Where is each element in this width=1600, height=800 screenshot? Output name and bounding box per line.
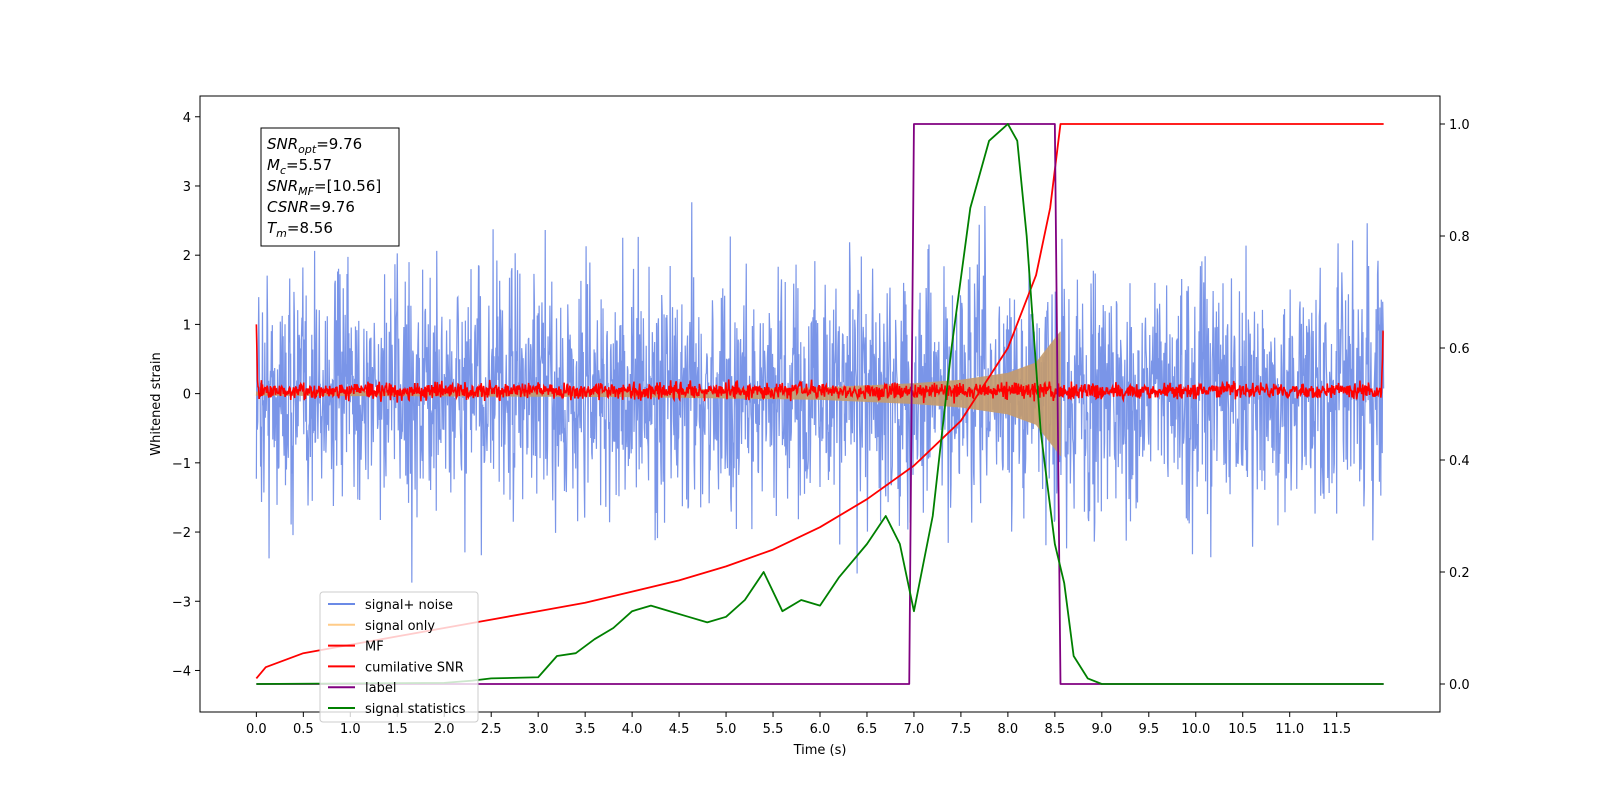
y-axis-left: 4 3 2 1 0 −1 −2 −3 −4 — [172, 111, 200, 679]
x-tick-label: 11.5 — [1322, 722, 1351, 737]
x-axis-label: Time (s) — [793, 743, 847, 758]
legend-entry-label: cumilative SNR — [365, 660, 464, 675]
y-tick-label: −3 — [172, 595, 191, 610]
x-tick-label: 3.0 — [528, 722, 549, 737]
x-tick-label: 6.0 — [810, 722, 831, 737]
x-tick-label: 10.5 — [1228, 722, 1257, 737]
y-right-tick-label: 0.6 — [1449, 342, 1470, 357]
x-tick-label: 1.0 — [340, 722, 361, 737]
y-tick-label: 4 — [183, 111, 191, 126]
info-box-line: Mc=5.57 — [267, 156, 332, 177]
legend-entry-label: label — [365, 681, 396, 696]
legend-entry-label: signal+ noise — [365, 598, 453, 613]
legend-entry-label: MF — [365, 640, 384, 655]
x-tick-label: 9.5 — [1138, 722, 1159, 737]
x-tick-label: 2.0 — [434, 722, 455, 737]
y-right-tick-label: 0.2 — [1449, 566, 1470, 581]
x-tick-label: 8.0 — [998, 722, 1019, 737]
x-tick-label: 11.0 — [1275, 722, 1304, 737]
series-signal-statistics-line — [256, 123, 1384, 685]
y-tick-label: −4 — [172, 664, 191, 679]
x-tick-label: 3.5 — [575, 722, 596, 737]
x-tick-label: 4.0 — [622, 722, 643, 737]
info-box-line: CSNR=9.76 — [267, 198, 355, 216]
x-tick-label: 4.5 — [669, 722, 690, 737]
info-box-line: SNRopt=9.76 — [267, 135, 362, 156]
x-tick-label: 8.5 — [1045, 722, 1066, 737]
y-right-tick-label: 1.0 — [1449, 118, 1470, 133]
x-tick-label: 0.0 — [246, 722, 267, 737]
y-tick-label: −2 — [172, 526, 191, 541]
x-tick-label: 9.0 — [1091, 722, 1112, 737]
x-tick-label: 1.5 — [387, 722, 408, 737]
y-tick-label: 2 — [183, 249, 191, 264]
y-right-tick-label: 0.4 — [1449, 454, 1470, 469]
legend: signal+ noise signal only MF cumilative SNR… — [319, 591, 479, 723]
x-tick-label: 5.0 — [716, 722, 737, 737]
x-tick-label: 5.5 — [763, 722, 784, 737]
y-right-tick-label: 0.0 — [1449, 678, 1470, 693]
x-tick-label: 10.0 — [1181, 722, 1210, 737]
legend-frame — [319, 591, 479, 723]
info-box: SNRopt=9.76Mc=5.57SNRMF=[10.56]CSNR=9.76… — [260, 127, 400, 247]
legend-entry-label: signal statistics — [365, 702, 466, 717]
info-box-frame — [260, 127, 400, 247]
y-axis-label: Whitened strain — [149, 352, 164, 455]
y-axis-right: 1.0 0.8 0.6 0.4 0.2 0.0 — [1440, 118, 1470, 693]
y-tick-label: 1 — [183, 318, 191, 333]
y-tick-label: 0 — [183, 388, 191, 403]
y-tick-label: −1 — [172, 457, 191, 472]
info-box-line: SNRMF=[10.56] — [267, 177, 381, 198]
series-mf-line — [255, 324, 1384, 404]
x-axis: 0.0 0.5 1.0 1.5 2.0 2.5 3.0 3.5 4.0 4.5 5.0 5.5 6.0 6… — [246, 712, 1351, 737]
x-tick-label: 7.5 — [951, 722, 972, 737]
legend-entry-label: signal only — [365, 619, 435, 634]
x-tick-label: 2.5 — [481, 722, 502, 737]
y-tick-label: 3 — [183, 180, 191, 195]
x-tick-label: 7.0 — [904, 722, 925, 737]
y-right-tick-label: 0.8 — [1449, 230, 1470, 245]
info-box-line: Tm=8.56 — [267, 219, 333, 240]
x-tick-label: 6.5 — [857, 722, 878, 737]
x-tick-label: 0.5 — [293, 722, 314, 737]
series-signal-noise-line — [255, 202, 1385, 583]
